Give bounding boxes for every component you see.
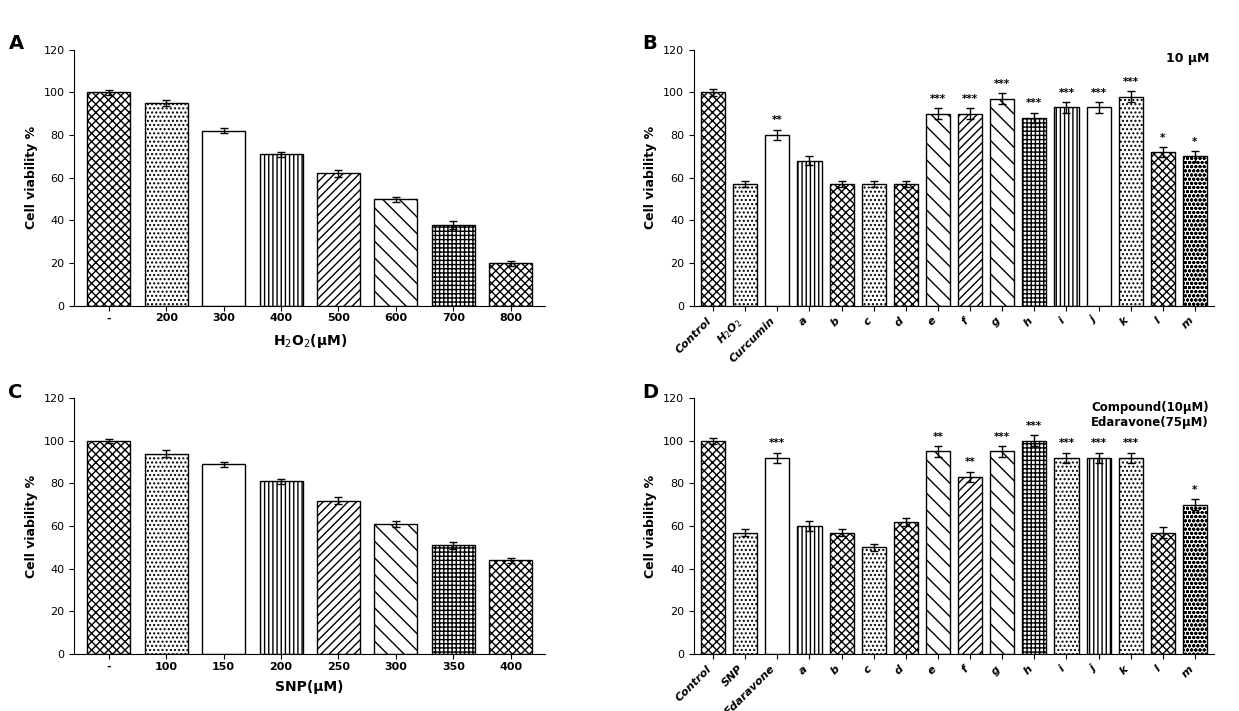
Text: ***: ***	[961, 94, 978, 105]
Bar	[958, 114, 983, 306]
Text: *: *	[1160, 132, 1166, 142]
Bar	[733, 184, 757, 306]
Bar	[798, 161, 821, 306]
Bar	[431, 545, 475, 654]
Bar	[1022, 441, 1047, 654]
Bar	[202, 464, 245, 654]
Bar	[1183, 156, 1207, 306]
Text: ***: ***	[1058, 87, 1074, 98]
Bar	[701, 441, 725, 654]
Bar	[374, 199, 418, 306]
Bar	[701, 92, 725, 306]
Bar	[958, 477, 983, 654]
Text: 10 μM: 10 μM	[1166, 53, 1209, 65]
Text: ***: ***	[1058, 438, 1074, 449]
Bar	[733, 533, 757, 654]
Text: **: **	[772, 115, 783, 126]
Bar	[1151, 152, 1175, 306]
Bar	[87, 92, 130, 306]
Y-axis label: Cell viability %: Cell viability %	[25, 474, 38, 578]
Text: ***: ***	[1026, 98, 1042, 109]
X-axis label: H$_2$O$_2$(μM): H$_2$O$_2$(μM)	[273, 332, 347, 350]
Text: ***: ***	[930, 94, 947, 105]
Bar	[893, 522, 918, 654]
Bar	[489, 263, 533, 306]
Text: *: *	[1192, 137, 1198, 147]
Y-axis label: Cell viability %: Cell viability %	[644, 474, 658, 578]
Bar	[145, 454, 188, 654]
Text: ***: ***	[994, 432, 1010, 442]
Text: ***: ***	[994, 79, 1010, 90]
Bar	[202, 131, 245, 306]
Bar	[893, 184, 918, 306]
Bar	[1151, 533, 1175, 654]
Bar	[317, 501, 361, 654]
Text: ***: ***	[1123, 438, 1139, 449]
Text: C: C	[9, 383, 22, 402]
Bar	[374, 524, 418, 654]
X-axis label: SNP(μM): SNP(μM)	[275, 680, 344, 694]
Bar	[259, 481, 302, 654]
Bar	[1119, 97, 1142, 306]
Bar	[1119, 458, 1142, 654]
Text: Compound(10μM)
Edaravone(75μM): Compound(10μM) Edaravone(75μM)	[1092, 401, 1209, 429]
Bar	[1087, 107, 1110, 306]
Bar	[1054, 107, 1078, 306]
Bar	[990, 451, 1015, 654]
Bar	[431, 225, 475, 306]
Bar	[926, 451, 950, 654]
Bar	[1183, 505, 1207, 654]
Bar	[798, 526, 821, 654]
Bar	[990, 99, 1015, 306]
Bar	[926, 114, 950, 306]
Text: ***: ***	[1123, 77, 1139, 87]
Y-axis label: Cell viability %: Cell viability %	[644, 126, 658, 230]
Bar	[1087, 458, 1110, 654]
Text: ***: ***	[1090, 438, 1106, 449]
Bar	[1054, 458, 1078, 654]
Bar	[830, 533, 854, 654]
Bar	[861, 184, 886, 306]
Text: A: A	[9, 34, 24, 53]
Text: ***: ***	[1026, 421, 1042, 431]
Text: D: D	[642, 383, 658, 402]
Bar	[317, 173, 361, 306]
Bar	[766, 135, 789, 306]
Text: ***: ***	[769, 438, 786, 449]
Bar	[861, 547, 886, 654]
Bar	[87, 441, 130, 654]
Y-axis label: Cell viability %: Cell viability %	[25, 126, 38, 230]
Bar	[766, 458, 789, 654]
Text: *: *	[1192, 485, 1198, 495]
Text: **: **	[933, 432, 943, 442]
Bar	[830, 184, 854, 306]
Bar	[489, 560, 533, 654]
Text: B: B	[642, 34, 657, 53]
Bar	[259, 154, 302, 306]
Text: **: **	[965, 457, 975, 468]
Bar	[1022, 118, 1047, 306]
Bar	[145, 103, 188, 306]
Text: ***: ***	[1090, 87, 1106, 98]
